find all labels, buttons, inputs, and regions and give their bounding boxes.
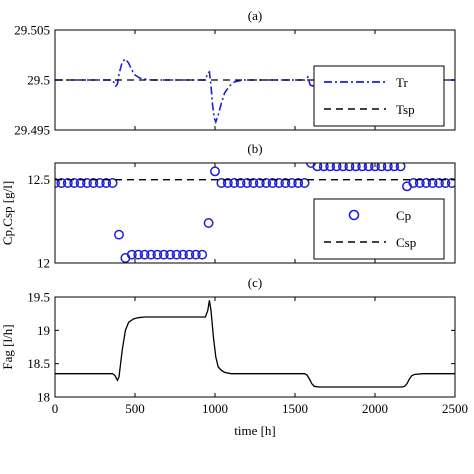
data-point — [222, 178, 233, 188]
y-tick-label: 29.495 — [14, 123, 50, 138]
data-point — [210, 166, 220, 177]
panel-1: (a) 29.495 29.5 29.505 Tr Tsp — [14, 8, 456, 138]
data-point — [75, 178, 86, 188]
data-point — [88, 178, 99, 188]
data-point — [69, 178, 80, 188]
data-point — [331, 163, 342, 172]
x-tick-label: 0 — [52, 401, 59, 416]
panel-title: (a) — [248, 8, 262, 23]
data-point — [261, 178, 272, 188]
data-point — [382, 163, 393, 172]
data-point — [395, 163, 406, 172]
legend-label: Cp — [396, 208, 411, 223]
data-point — [338, 163, 348, 172]
data-point — [171, 249, 182, 260]
data-point — [299, 178, 310, 188]
legend-box — [313, 198, 445, 260]
data-point — [414, 178, 425, 188]
data-point — [242, 178, 252, 188]
data-point — [114, 229, 124, 240]
axes-frame — [54, 162, 456, 264]
y-axis-label: Fag [l/h] — [0, 324, 15, 369]
plot-area — [55, 300, 455, 388]
data-point — [82, 178, 92, 188]
data-point — [370, 163, 380, 172]
data-point — [280, 178, 291, 188]
data-point — [286, 178, 297, 188]
data-point — [229, 178, 240, 188]
legend-box — [313, 65, 445, 127]
y-tick-label: 18 — [37, 390, 50, 405]
x-tick-label: 1000 — [202, 401, 228, 416]
data-point — [94, 178, 105, 188]
data-point — [318, 163, 329, 172]
panel-3: (c) 0 500 1000 1500 2000 2500 18 18.5 19 19.5 Fag [… — [0, 275, 468, 438]
x-tick-label: 500 — [125, 401, 145, 416]
data-point — [139, 249, 150, 260]
x-tick-label: 2500 — [442, 401, 468, 416]
x-tick-label: 2000 — [362, 401, 388, 416]
data-point — [126, 249, 137, 260]
data-point — [165, 249, 176, 260]
data-point — [184, 249, 195, 260]
y-tick-label: 29.505 — [14, 23, 50, 38]
data-point — [376, 163, 387, 172]
legend-label: Tsp — [396, 102, 415, 117]
data-point — [363, 163, 374, 172]
data-point — [152, 249, 163, 260]
axes-frame — [54, 296, 456, 398]
data-point — [190, 249, 201, 260]
data-point — [248, 178, 259, 188]
data-point — [158, 249, 169, 260]
data-point — [267, 178, 278, 188]
y-axis-label: Cp,Csp [g/l] — [0, 181, 15, 245]
data-point — [350, 163, 361, 172]
panel-title: (c) — [248, 275, 262, 290]
data-point — [389, 163, 400, 172]
data-point — [446, 178, 455, 188]
data-point — [107, 178, 118, 188]
data-point — [312, 163, 323, 172]
legend: Cp Csp — [313, 198, 445, 260]
x-tick-label: 1500 — [282, 401, 308, 416]
y-tick-label: 12.5 — [27, 172, 50, 187]
y-tick-label: 18.5 — [27, 356, 50, 371]
data-point — [216, 178, 227, 188]
data-point — [101, 178, 112, 188]
data-point — [55, 178, 60, 188]
data-point — [146, 249, 156, 260]
data-point — [274, 178, 284, 188]
data-point — [56, 178, 67, 188]
legend-marker — [348, 209, 360, 221]
data-point — [357, 163, 368, 172]
data-point — [178, 249, 188, 260]
y-tick-label: 19.5 — [27, 290, 50, 305]
y-tick-label: 12 — [37, 256, 50, 271]
data-point — [293, 178, 304, 188]
panel-title: (b) — [247, 141, 262, 156]
panel-2: (b) 12 12.5 Cp,Csp [g/l] Cp Csp — [0, 141, 456, 271]
data-point — [408, 178, 419, 188]
series-line-main — [55, 300, 455, 388]
data-point — [203, 218, 214, 228]
legend-label: Csp — [396, 235, 416, 250]
data-point — [427, 178, 438, 188]
data-point — [344, 163, 355, 172]
data-point — [254, 178, 265, 188]
data-point — [62, 178, 73, 188]
legend: Tr Tsp — [313, 65, 445, 127]
x-axis-label: time [h] — [234, 423, 276, 438]
data-point — [440, 178, 451, 188]
y-tick-label: 29.5 — [27, 73, 50, 88]
data-point — [434, 178, 444, 188]
y-tick-label: 19 — [37, 323, 50, 338]
data-point — [421, 178, 432, 188]
data-point — [133, 249, 144, 260]
data-point — [235, 178, 246, 188]
legend-label: Tr — [396, 75, 408, 90]
data-point — [197, 249, 208, 260]
data-point — [325, 163, 336, 172]
